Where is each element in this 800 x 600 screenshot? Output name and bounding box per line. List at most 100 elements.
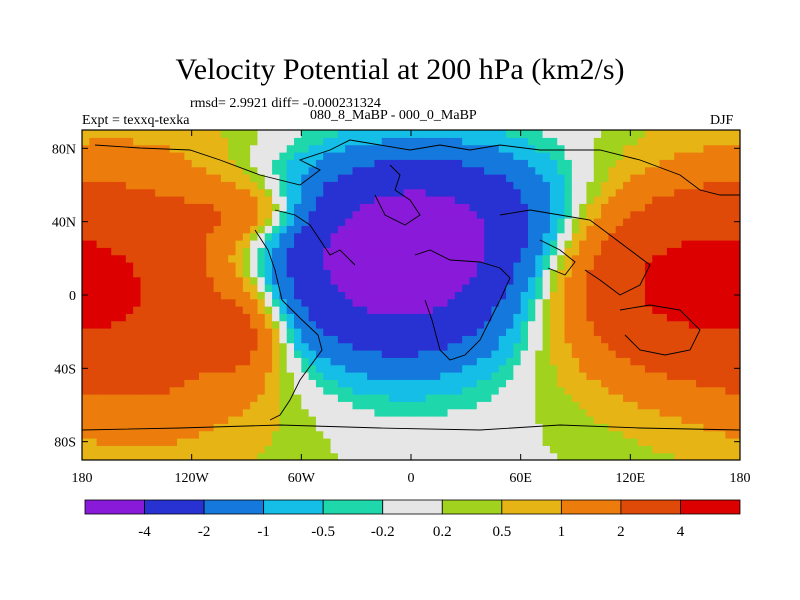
field-cell (440, 386, 449, 395)
field-cell (623, 430, 631, 439)
field-cell (111, 137, 120, 146)
field-cell (447, 452, 456, 460)
field-cell (184, 159, 193, 168)
field-cell (177, 298, 185, 307)
field-cell (352, 291, 361, 300)
field-cell (498, 218, 507, 226)
field-cell (462, 386, 471, 395)
field-cell (440, 203, 449, 212)
field-cell (586, 225, 595, 234)
field-cell (418, 181, 427, 190)
field-cell (703, 364, 712, 373)
field-cell (418, 262, 427, 270)
field-cell (147, 196, 156, 204)
field-cell (330, 284, 339, 292)
field-cell (111, 372, 120, 380)
field-cell (155, 291, 164, 300)
field-cell (608, 181, 617, 190)
field-cell (345, 430, 354, 439)
field-cell (184, 247, 193, 256)
field-cell (608, 276, 617, 285)
field-cell (374, 196, 383, 204)
field-cell (103, 379, 112, 388)
field-cell (630, 408, 639, 417)
field-cell (330, 218, 339, 226)
field-cell (710, 210, 719, 219)
field-cell (564, 210, 573, 219)
field-cell (155, 203, 164, 212)
field-cell (666, 306, 675, 314)
field-cell (659, 430, 668, 439)
field-cell (294, 335, 302, 344)
field-cell (601, 306, 609, 314)
field-cell (688, 320, 697, 329)
field-cell (235, 298, 244, 307)
field-cell (696, 357, 705, 366)
field-cell (337, 328, 346, 336)
field-cell (696, 247, 705, 256)
field-cell (725, 291, 734, 300)
field-cell (330, 166, 339, 175)
field-cell (294, 254, 302, 263)
field-cell (725, 342, 734, 351)
field-cell (279, 306, 288, 314)
field-cell (323, 232, 332, 241)
field-cell (220, 203, 229, 212)
field-cell (403, 130, 412, 138)
field-cell (454, 247, 463, 256)
field-cell (630, 130, 639, 138)
field-cell (169, 218, 178, 226)
field-cell (527, 291, 536, 300)
field-cell (476, 386, 485, 395)
field-cell (147, 225, 156, 234)
field-cell (198, 394, 207, 402)
field-cell (718, 291, 726, 300)
field-cell (476, 188, 485, 197)
field-cell (557, 401, 566, 410)
field-cell (608, 218, 617, 226)
field-cell (315, 269, 324, 278)
field-cell (725, 137, 734, 146)
field-cell (286, 306, 295, 314)
field-cell (542, 181, 551, 190)
field-cell (198, 262, 207, 270)
field-cell (242, 203, 251, 212)
field-cell (103, 144, 112, 153)
field-cell (659, 269, 668, 278)
field-cell (286, 166, 295, 175)
field-cell (491, 174, 500, 182)
field-cell (469, 181, 478, 190)
field-cell (601, 328, 609, 336)
field-cell (228, 386, 237, 395)
field-cell (403, 269, 412, 278)
field-cell (155, 247, 164, 256)
field-cell (359, 196, 368, 204)
field-cell (681, 291, 690, 300)
field-cell (527, 284, 536, 292)
field-cell (337, 284, 346, 292)
field-cell (374, 291, 383, 300)
field-cell (125, 394, 134, 402)
field-cell (228, 130, 237, 138)
field-cell (696, 379, 705, 388)
field-cell (557, 291, 566, 300)
field-cell (330, 416, 339, 424)
field-cell (396, 445, 405, 454)
field-cell (89, 166, 98, 175)
field-cell (615, 364, 624, 373)
field-cell (637, 181, 646, 190)
field-cell (133, 254, 142, 263)
field-cell (345, 276, 354, 285)
field-cell (323, 379, 332, 388)
field-cell (118, 423, 127, 432)
field-cell (718, 144, 726, 153)
field-cell (250, 342, 259, 351)
field-cell (177, 188, 185, 197)
field-cell (206, 306, 215, 314)
field-cell (688, 174, 697, 182)
field-cell (89, 291, 98, 300)
field-cell (308, 416, 317, 424)
field-cell (103, 328, 112, 336)
field-cell (630, 328, 639, 336)
field-cell (520, 452, 529, 460)
